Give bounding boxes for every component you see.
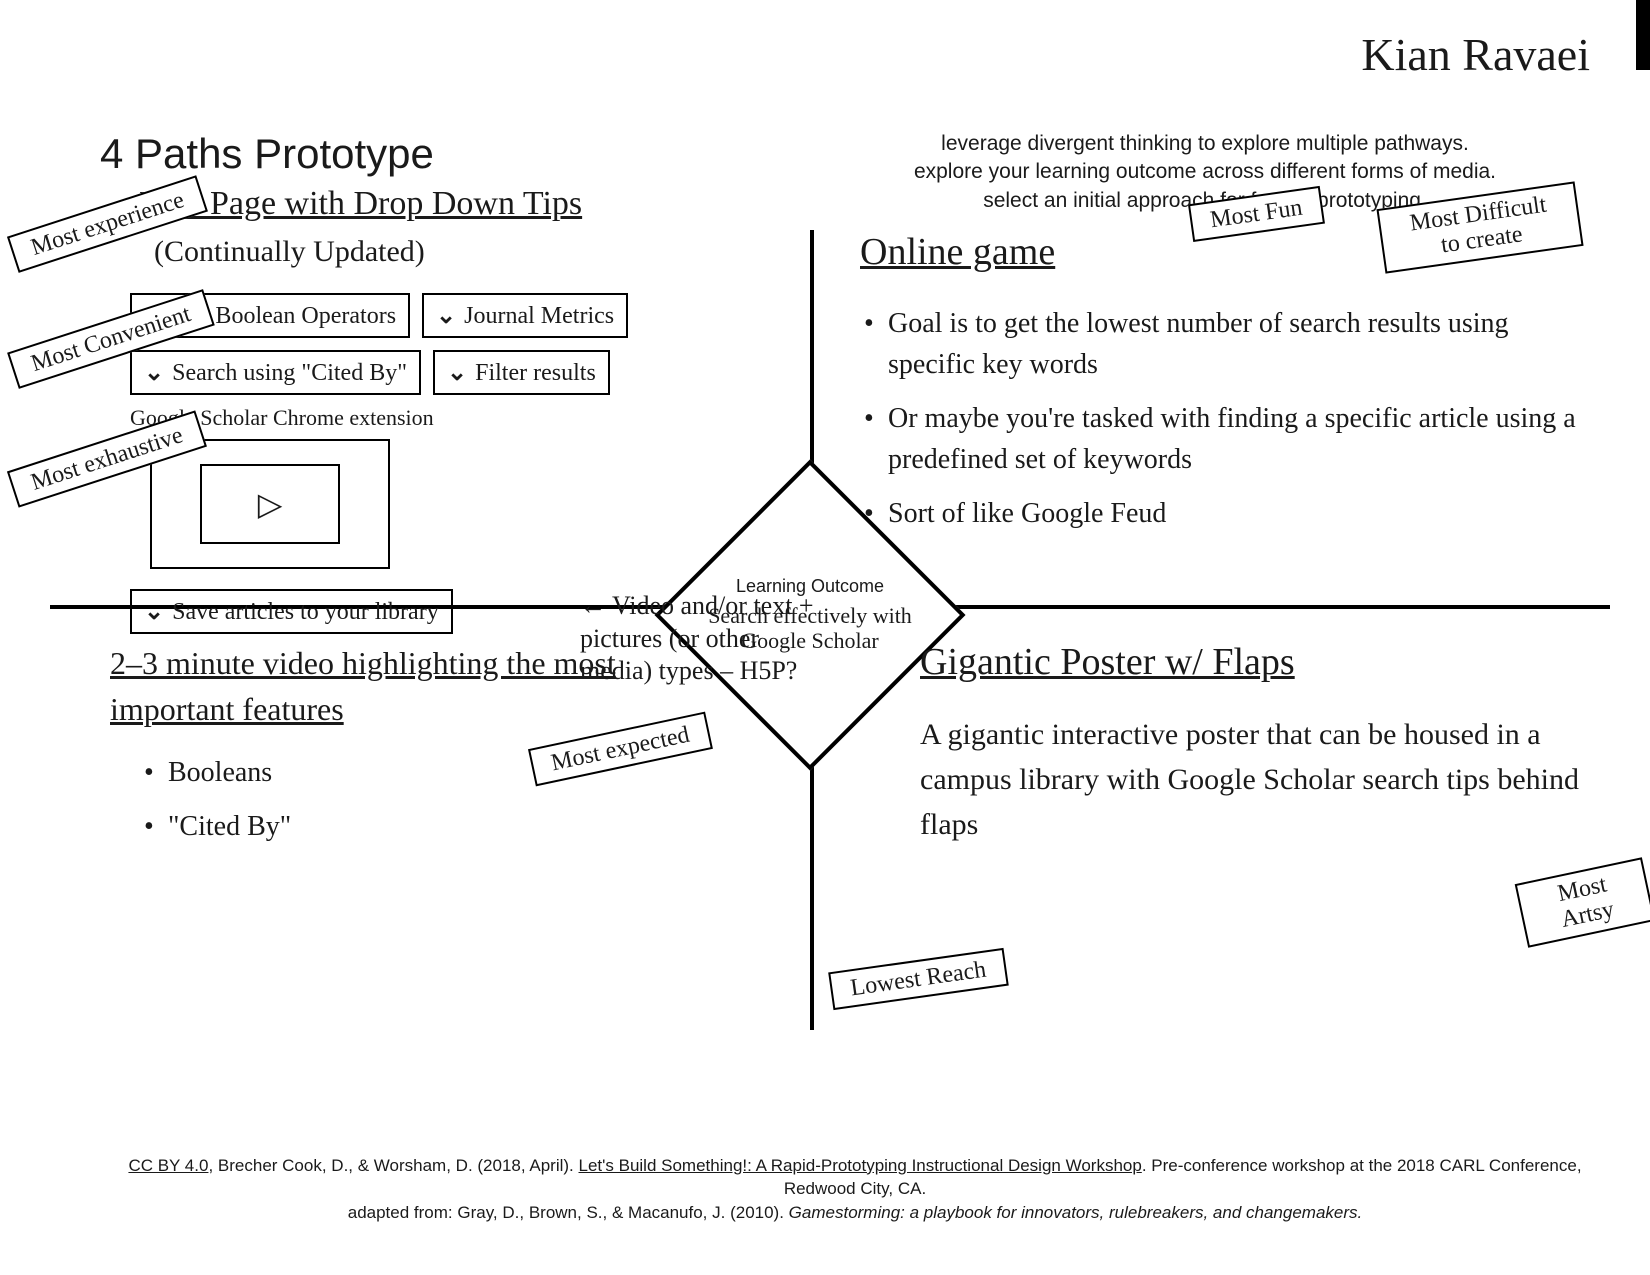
q2-bullet: Sort of like Google Feud: [860, 494, 1600, 535]
footer-link-title: Let's Build Something!: A Rapid-Prototyp…: [579, 1156, 1142, 1175]
chevron-down-icon: ⌄: [144, 599, 164, 625]
q4-heading: Gigantic Poster w/ Flaps: [920, 640, 1295, 684]
chevron-down-icon: ⌄: [436, 303, 456, 329]
quadrant-top-left: Web Page with Drop Down Tips (Continuall…: [100, 185, 750, 640]
q2-bullet: Goal is to get the lowest number of sear…: [860, 304, 1600, 385]
tag-most-artsy: Most Artsy: [1515, 857, 1650, 947]
footer-license: CC BY 4.0: [128, 1156, 208, 1175]
q1-heading-paren: (Continually Updated): [154, 235, 425, 268]
q4-description: A gigantic interactive poster that can b…: [920, 712, 1600, 847]
q1-heading: Web Page with Drop Down Tips: [140, 185, 582, 223]
author-name: Kian Ravaei: [1361, 28, 1590, 81]
tip-label: Filter results: [475, 360, 596, 386]
play-icon: ▷: [200, 464, 340, 544]
footer-line2-prefix: adapted from: Gray, D., Brown, S., & Mac…: [348, 1203, 789, 1222]
instructions-line: explore your learning outcome across dif…: [880, 158, 1530, 186]
tip-box: ⌄ Save articles to your library: [130, 589, 453, 634]
footer-authors: Brecher Cook, D., & Worsham, D. (2018, A…: [218, 1156, 574, 1175]
page-edge-shadow: [1636, 0, 1650, 70]
q3-bullet: "Cited By": [140, 807, 670, 848]
quadrant-top-right: Online game Goal is to get the lowest nu…: [860, 230, 1600, 549]
tip-label: Search using "Cited By": [172, 360, 407, 386]
q2-bullet: Or maybe you're tasked with finding a sp…: [860, 399, 1600, 480]
tip-box: ⌄ Filter results: [433, 350, 610, 395]
tag-lowest-reach: Lowest Reach: [828, 948, 1008, 1011]
tip-label: Save articles to your library: [172, 599, 439, 625]
tip-label: Journal Metrics: [464, 303, 614, 329]
q1-extension-label: Google Scholar Chrome extension: [130, 405, 750, 431]
worksheet-title: 4 Paths Prototype: [100, 130, 434, 178]
footer-citation: CC BY 4.0, Brecher Cook, D., & Worsham, …: [120, 1154, 1590, 1225]
q3-description: 2–3 minute video highlighting the most i…: [110, 640, 670, 733]
tip-box: ⌄ Search using "Cited By": [130, 350, 421, 395]
chevron-down-icon: ⌄: [144, 360, 164, 386]
video-placeholder: ▷: [150, 439, 390, 569]
worksheet-page: Kian Ravaei 4 Paths Prototype leverage d…: [0, 0, 1650, 1275]
q2-heading: Online game: [860, 230, 1055, 274]
footer-line2-title: Gamestorming: a playbook for innovators,…: [789, 1203, 1363, 1222]
chevron-down-icon: ⌄: [447, 360, 467, 386]
instructions-line: leverage divergent thinking to explore m…: [880, 130, 1530, 158]
tip-box: ⌄ Journal Metrics: [422, 293, 628, 338]
quadrant-bottom-right: Gigantic Poster w/ Flaps A gigantic inte…: [920, 640, 1600, 847]
